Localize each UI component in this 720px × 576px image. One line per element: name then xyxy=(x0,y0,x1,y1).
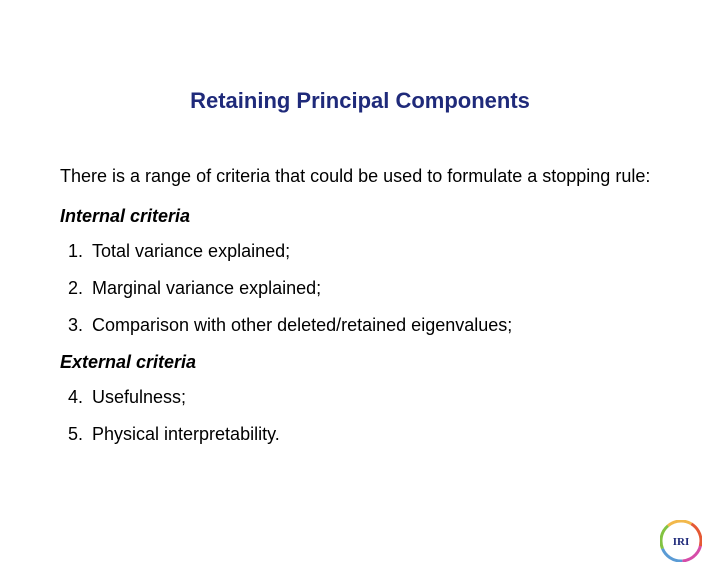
slide: Retaining Principal Components There is … xyxy=(0,0,720,576)
section-internal: Internal criteria Total variance explain… xyxy=(60,206,660,336)
list-item: Total variance explained; xyxy=(88,241,660,262)
section-external: External criteria Usefulness; Physical i… xyxy=(60,352,660,445)
criteria-list-external: Usefulness; Physical interpretability. xyxy=(60,387,660,445)
list-item: Marginal variance explained; xyxy=(88,278,660,299)
criteria-list-internal: Total variance explained; Marginal varia… xyxy=(60,241,660,336)
logo-label: IRI xyxy=(673,536,690,548)
intro-paragraph: There is a range of criteria that could … xyxy=(60,164,660,188)
iri-logo-icon: IRI xyxy=(660,520,702,562)
iri-logo: IRI xyxy=(660,520,702,562)
list-item: Usefulness; xyxy=(88,387,660,408)
list-item: Physical interpretability. xyxy=(88,424,660,445)
section-heading-external: External criteria xyxy=(60,352,660,373)
list-item: Comparison with other deleted/retained e… xyxy=(88,315,660,336)
slide-title: Retaining Principal Components xyxy=(60,88,660,114)
section-heading-internal: Internal criteria xyxy=(60,206,660,227)
